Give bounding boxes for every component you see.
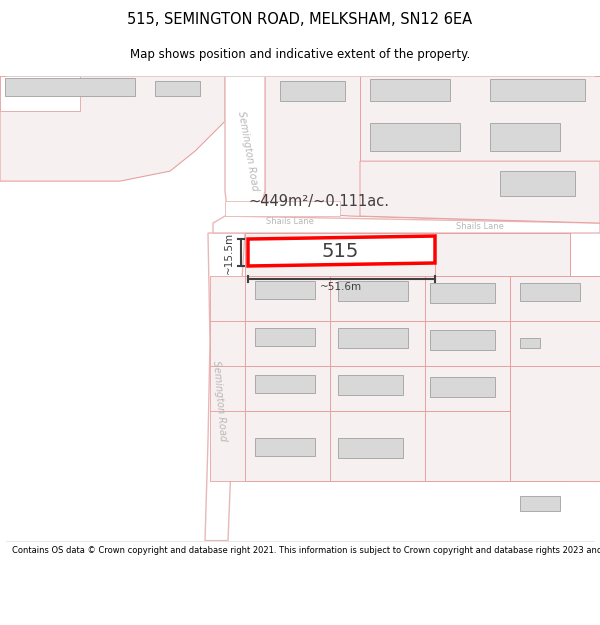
Polygon shape <box>210 276 245 321</box>
Polygon shape <box>210 321 245 366</box>
Bar <box>155 81 200 96</box>
Bar <box>280 81 345 101</box>
Polygon shape <box>360 161 600 223</box>
Polygon shape <box>265 76 600 223</box>
Polygon shape <box>435 233 570 276</box>
Text: Map shows position and indicative extent of the property.: Map shows position and indicative extent… <box>130 48 470 61</box>
Bar <box>430 330 495 350</box>
Polygon shape <box>248 236 435 266</box>
Text: ~15.5m: ~15.5m <box>224 232 234 274</box>
Polygon shape <box>245 411 570 481</box>
Polygon shape <box>205 233 245 541</box>
Polygon shape <box>210 366 245 411</box>
Text: ~51.6m: ~51.6m <box>320 282 362 292</box>
Bar <box>370 123 460 151</box>
Text: Semington Road: Semington Road <box>236 111 260 192</box>
Bar <box>520 496 560 511</box>
Bar <box>338 281 408 301</box>
Text: Contains OS data © Crown copyright and database right 2021. This information is : Contains OS data © Crown copyright and d… <box>12 546 600 554</box>
Text: 515: 515 <box>322 241 359 261</box>
Bar <box>500 171 575 196</box>
Bar <box>490 79 585 101</box>
Polygon shape <box>510 276 600 481</box>
Polygon shape <box>0 76 225 181</box>
Polygon shape <box>225 76 265 233</box>
Text: 515, SEMINGTON ROAD, MELKSHAM, SN12 6EA: 515, SEMINGTON ROAD, MELKSHAM, SN12 6EA <box>127 11 473 26</box>
Polygon shape <box>0 76 80 111</box>
Bar <box>5 78 135 96</box>
Bar <box>520 283 580 301</box>
Bar <box>430 283 495 303</box>
Polygon shape <box>245 276 570 321</box>
Text: Shails Lane: Shails Lane <box>456 221 504 231</box>
Bar <box>255 328 315 346</box>
Polygon shape <box>210 411 245 481</box>
Bar <box>338 375 403 395</box>
Bar <box>338 438 403 458</box>
Bar <box>255 281 315 299</box>
Polygon shape <box>360 76 600 161</box>
Polygon shape <box>225 201 340 216</box>
Bar <box>255 438 315 456</box>
Text: ~449m²/~0.111ac.: ~449m²/~0.111ac. <box>248 194 389 209</box>
Bar <box>490 123 560 151</box>
Bar <box>255 375 315 393</box>
Bar <box>520 338 540 348</box>
Polygon shape <box>245 366 570 411</box>
Bar <box>338 328 408 348</box>
Polygon shape <box>245 233 570 276</box>
Polygon shape <box>245 321 570 366</box>
Text: Shails Lane: Shails Lane <box>266 216 314 226</box>
Text: Semington Road: Semington Road <box>211 360 229 442</box>
Polygon shape <box>213 216 600 233</box>
Bar <box>370 79 450 101</box>
Bar <box>430 377 495 397</box>
